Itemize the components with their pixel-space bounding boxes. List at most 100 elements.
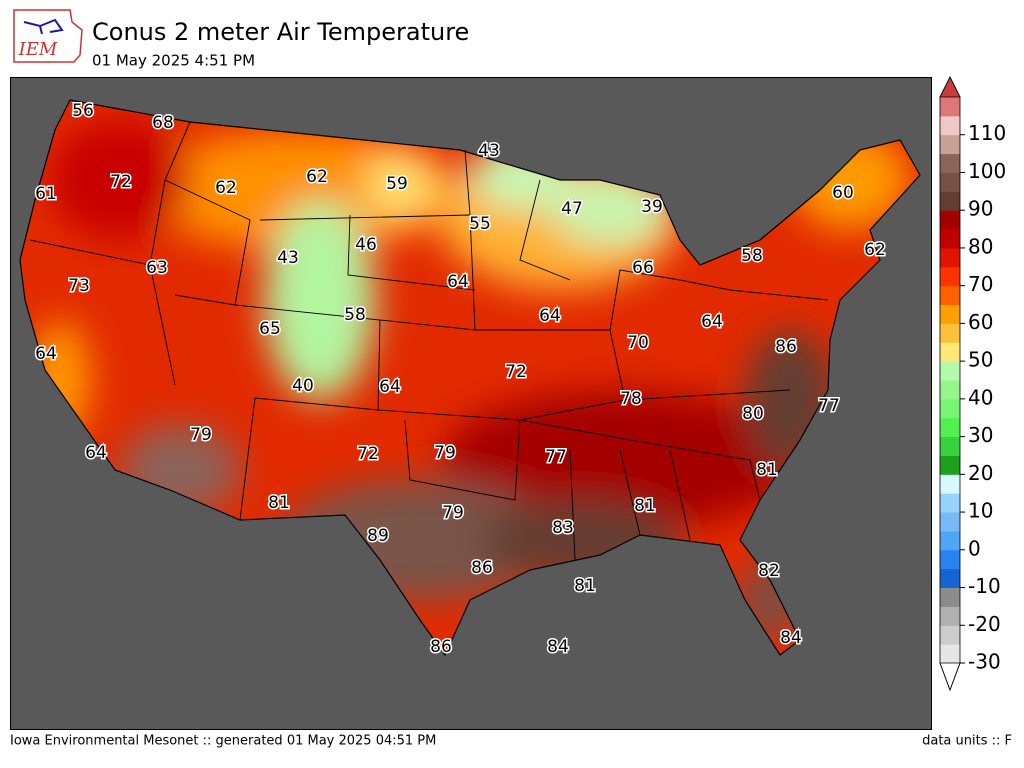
colorbar-tick-label: 60 (968, 310, 993, 334)
station-value: 64 (379, 377, 401, 397)
station-value: 68 (152, 113, 174, 133)
colorbar-segment (940, 436, 960, 456)
colorbar-segment (940, 323, 960, 343)
colorbar-segment (940, 210, 960, 230)
colorbar-arrow-bottom (939, 662, 961, 692)
colorbar-tick-label: 80 (968, 234, 993, 258)
colorbar-tick-label: 10 (968, 499, 993, 523)
station-value: 56 (72, 101, 94, 121)
station-value: 72 (357, 444, 379, 464)
colorbar-segment (940, 549, 960, 570)
station-value: 62 (215, 178, 237, 198)
station-value: 72 (110, 172, 132, 192)
station-value: 64 (85, 443, 107, 463)
station-value: 64 (447, 272, 469, 292)
station-value: 72 (505, 362, 527, 382)
station-value: 60 (832, 183, 854, 203)
colorbar: -30 -20 -10 0 10 20 30 40 50 60 70 80 90 100 110 (939, 76, 1006, 692)
colorbar-tick-label: 110 (968, 121, 1006, 145)
station-value: 77 (545, 447, 567, 467)
station-value: 79 (434, 443, 456, 463)
colorbar-segment (940, 285, 960, 306)
station-value: 61 (35, 184, 57, 204)
colorbar-tick-label: -30 (968, 650, 1001, 674)
station-value: 81 (574, 576, 596, 596)
station-value: 81 (268, 493, 290, 513)
station-value: 65 (259, 319, 281, 339)
colorbar-segment (940, 644, 960, 664)
station-value: 64 (539, 306, 561, 326)
station-value: 84 (780, 628, 802, 648)
colorbar-arrow-top (939, 76, 961, 98)
station-value: 62 (864, 240, 886, 260)
colorbar-segment (940, 115, 960, 136)
colorbar-segment (940, 304, 960, 324)
colorbar-segment (940, 493, 960, 513)
station-value: 84 (547, 637, 569, 657)
colorbar-tick-label: 70 (968, 272, 993, 296)
station-value: 47 (561, 199, 583, 219)
colorbar-segment (940, 417, 960, 438)
state-lines (29, 121, 829, 561)
colorbar-segment (940, 568, 960, 589)
station-value: 46 (355, 235, 377, 255)
colorbar-segment (940, 512, 960, 532)
station-value: 86 (471, 558, 493, 578)
colorbar-segment (940, 606, 960, 626)
station-value: 63 (146, 258, 168, 278)
station-value: 55 (469, 214, 491, 234)
colorbar-tick-label: -20 (968, 612, 1001, 636)
colorbar-segment (940, 625, 960, 645)
station-value: 70 (627, 333, 649, 353)
station-value: 86 (430, 637, 452, 657)
colorbar-segment (940, 587, 960, 607)
station-value: 64 (701, 312, 723, 332)
colorbar-segment (940, 97, 960, 117)
subtitle: 01 May 2025 4:51 PM (92, 52, 255, 70)
station-value: 40 (292, 376, 314, 396)
us-border (19, 99, 921, 657)
station-value: 78 (620, 389, 642, 409)
station-value: 86 (775, 337, 797, 357)
station-value: 83 (552, 518, 574, 538)
station-value: 66 (632, 258, 654, 278)
colorbar-segment (940, 266, 960, 287)
station-value: 81 (634, 496, 656, 516)
station-value: 58 (741, 246, 763, 266)
colorbar-segment (940, 398, 960, 419)
station-value: 82 (758, 561, 780, 581)
colorbar-tick-label: 40 (968, 385, 993, 409)
station-value: 39 (641, 197, 663, 217)
station-value: 89 (367, 526, 389, 546)
colorbar-segment (940, 229, 960, 249)
footer-right: data units :: F (922, 734, 1012, 749)
colorbar-segment (940, 530, 960, 551)
station-value: 59 (386, 174, 408, 194)
station-value: 43 (478, 141, 500, 161)
station-value: 43 (277, 248, 299, 268)
colorbar-segment (940, 455, 960, 475)
station-value: 81 (756, 460, 778, 480)
logo: IEM (13, 9, 83, 63)
colorbar-segment (940, 474, 960, 494)
station-value: 80 (742, 404, 764, 424)
title: Conus 2 meter Air Temperature (92, 18, 469, 46)
colorbar-segment (940, 153, 960, 173)
station-value: 64 (35, 344, 57, 364)
colorbar-segment (940, 361, 960, 381)
colorbar-tick-label: 20 (968, 461, 993, 485)
station-value: 73 (68, 276, 90, 296)
colorbar-segment (940, 380, 960, 400)
station-value: 62 (306, 167, 328, 187)
station-value: 58 (344, 305, 366, 325)
colorbar-tick-label: -10 (968, 574, 1001, 598)
colorbar-segment (940, 247, 960, 268)
colorbar-tick-label: 100 (968, 159, 1006, 183)
colorbar-tick-label: 90 (968, 197, 993, 221)
colorbar-segment (940, 191, 960, 211)
colorbar-outline (939, 76, 961, 692)
station-labels: 56 68 72 61 62 62 59 43 47 39 60 55 46 43 63 73 64 66 58 62… (34, 100, 888, 659)
colorbar-segment (940, 172, 960, 192)
footer-left: Iowa Environmental Mesonet :: generated … (10, 734, 436, 749)
